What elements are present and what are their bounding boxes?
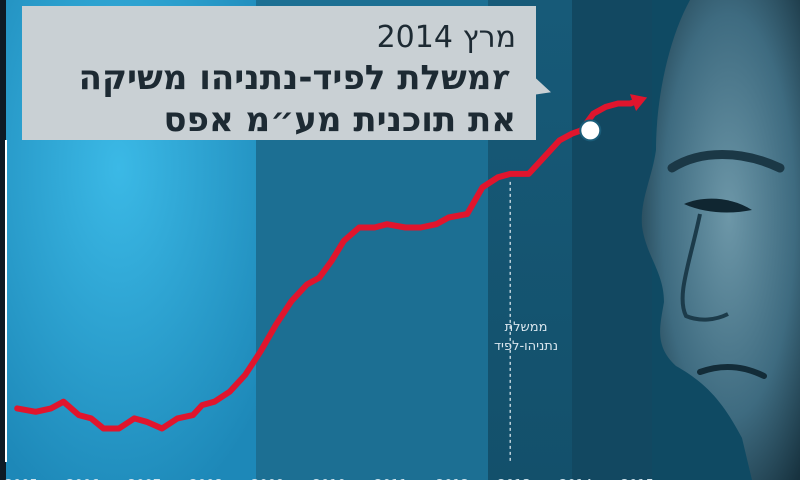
portrait-brow (667, 150, 785, 173)
x-tick-label: 2006 (66, 478, 99, 480)
left-border (0, 0, 6, 480)
period-label: ממשלת נתניהו-לפיד (493, 320, 559, 354)
callout-headline-line2: את תוכנית מע״מ אפס (163, 100, 516, 140)
portrait-mouth (697, 364, 767, 379)
x-axis: 2005 2006 2007 2008 2009 2010 2011 2012 2013 2014… (5, 478, 654, 480)
x-tick-label: 2005 (5, 478, 38, 480)
x-tick-label: 2007 (128, 478, 161, 480)
portrait-eye (684, 198, 752, 213)
series-arrowhead (629, 94, 648, 112)
x-tick-label: 2008 (190, 478, 223, 480)
x-tick-label: 2014 (559, 478, 592, 480)
series-layer (14, 94, 648, 462)
portrait-face (641, 0, 800, 480)
x-tick-label: 2010 (313, 478, 346, 480)
callout-box: מרץ 2014 ממשלת לפיד-נתניהו משיקה את תוכנ… (22, 6, 536, 140)
series-line (14, 97, 643, 432)
x-tick-label: 2012 (436, 478, 469, 480)
x-tick-label: 2013 (498, 478, 531, 480)
portrait-nose (680, 213, 729, 322)
callout-date: מרץ 2014 (376, 20, 516, 55)
x-tick-label: 2015 (621, 478, 654, 480)
x-tick-label: 2009 (251, 478, 284, 480)
event-marker (579, 119, 602, 142)
portrait-photo (641, 0, 800, 480)
callout-headline-line1: ממשלת לפיד-נתניהו משיקה (78, 58, 516, 98)
x-tick-label: 2011 (374, 478, 407, 480)
chart-panel-darker (572, 0, 652, 480)
